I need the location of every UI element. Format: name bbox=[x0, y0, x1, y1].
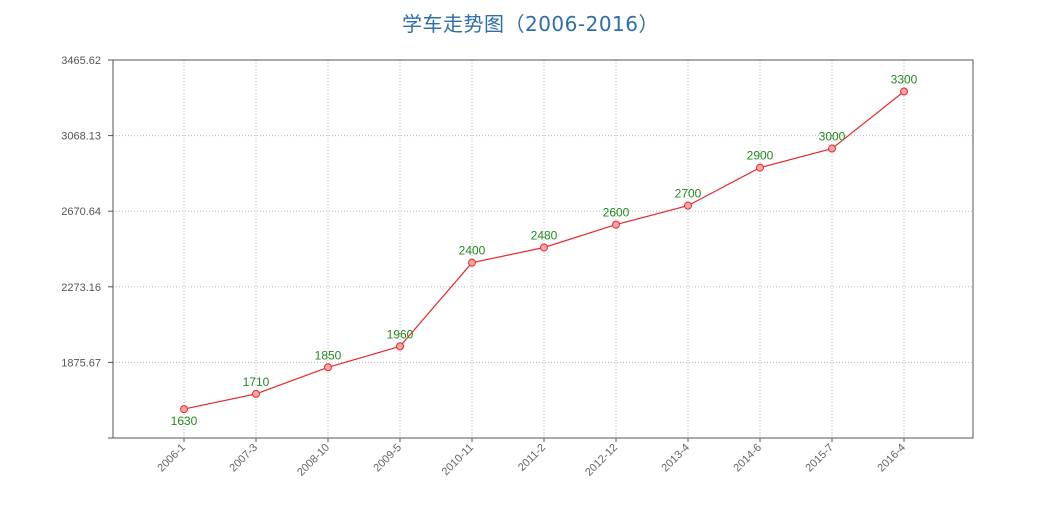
x-tick-label: 2011-2 bbox=[516, 442, 548, 474]
x-tick-label: 2007-3 bbox=[227, 442, 260, 475]
x-tick-label: 2014-6 bbox=[731, 442, 764, 475]
data-point[interactable] bbox=[324, 363, 332, 372]
data-label: 1850 bbox=[315, 348, 342, 362]
data-label: 2600 bbox=[603, 206, 630, 220]
data-point[interactable] bbox=[828, 144, 836, 153]
data-label: 2900 bbox=[747, 149, 774, 163]
data-point[interactable] bbox=[756, 163, 764, 172]
x-tick-label: 2013-4 bbox=[659, 442, 692, 475]
data-label: 1710 bbox=[243, 375, 270, 389]
x-tick-label: 2016-4 bbox=[875, 442, 908, 475]
plot-frame bbox=[112, 59, 974, 439]
chart-title: 学车走势图（2006-2016） bbox=[401, 12, 659, 36]
x-tick-label: 2015-7 bbox=[803, 442, 836, 475]
data-point[interactable] bbox=[540, 243, 548, 252]
grid-lines bbox=[113, 60, 973, 438]
y-tick-label: 3465.62 bbox=[61, 55, 101, 67]
data-label: 1960 bbox=[387, 327, 414, 341]
data-label: 1630 bbox=[171, 414, 198, 428]
x-tick-label: 2008-10 bbox=[295, 442, 332, 479]
data-point[interactable] bbox=[684, 201, 692, 210]
data-label: 3000 bbox=[819, 130, 846, 144]
data-point[interactable] bbox=[900, 87, 908, 96]
data-labels: 1630 1710 1850 1960 2400 2480 2600 2700 2900 3000… bbox=[171, 73, 918, 429]
x-tick-label: 2012-12 bbox=[583, 442, 620, 479]
y-tick-label: 3068.13 bbox=[61, 131, 101, 143]
y-tick-label: 1875.67 bbox=[61, 357, 101, 369]
data-point[interactable] bbox=[468, 258, 476, 267]
x-tick-label: 2006-1 bbox=[155, 442, 188, 475]
data-label: 2480 bbox=[531, 228, 558, 242]
x-tick-label: 2010-11 bbox=[440, 442, 476, 478]
axes: 3465.62 3068.13 2670.64 2273.16 1875.67 2006-… bbox=[61, 55, 974, 479]
data-label: 2400 bbox=[459, 244, 486, 258]
data-point[interactable] bbox=[180, 405, 188, 414]
data-point[interactable] bbox=[396, 342, 404, 351]
x-tick-label: 2009-5 bbox=[371, 442, 404, 475]
data-point[interactable] bbox=[252, 389, 260, 398]
y-tick-label: 2273.16 bbox=[61, 282, 101, 294]
data-label: 2700 bbox=[675, 187, 702, 201]
data-point[interactable] bbox=[612, 220, 620, 229]
y-tick-label: 2670.64 bbox=[61, 206, 101, 218]
data-series bbox=[180, 87, 908, 414]
data-label: 3300 bbox=[891, 73, 918, 87]
